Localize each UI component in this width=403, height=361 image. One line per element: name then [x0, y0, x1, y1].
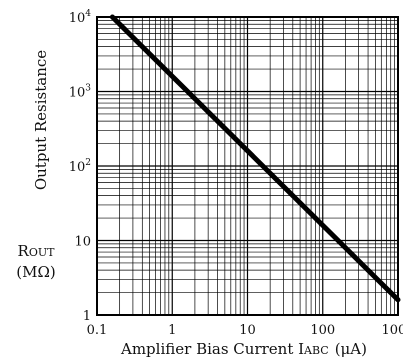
- x-tick-label: 100: [310, 323, 335, 338]
- x-tick-labels: 0.1 1 10 100 1000: [87, 323, 403, 338]
- plot-frame: [96, 16, 399, 316]
- y-axis-symbol: ROUT: [18, 242, 56, 260]
- y-tick-label: 1: [83, 309, 91, 324]
- y-tick-label: 10: [74, 235, 91, 250]
- y-tick-label: 102: [69, 158, 91, 175]
- y-axis-label: Output Resistance: [32, 50, 50, 190]
- x-tick-label: 10: [239, 323, 256, 338]
- x-tick-label: 1000: [381, 323, 403, 338]
- x-axis-label: Amplifier Bias Current IABC (μA): [120, 340, 367, 358]
- y-tick-labels: 1 10 102 103 104: [69, 9, 92, 324]
- y-tick-label: 103: [69, 84, 92, 101]
- grid: [96, 17, 398, 316]
- y-axis-unit: (MΩ): [16, 263, 56, 281]
- x-tick-label: 0.1: [87, 323, 108, 338]
- series-layer: [109, 14, 401, 303]
- series-line: [109, 14, 401, 303]
- x-tick-label: 1: [168, 323, 176, 338]
- y-tick-label: 104: [69, 9, 92, 26]
